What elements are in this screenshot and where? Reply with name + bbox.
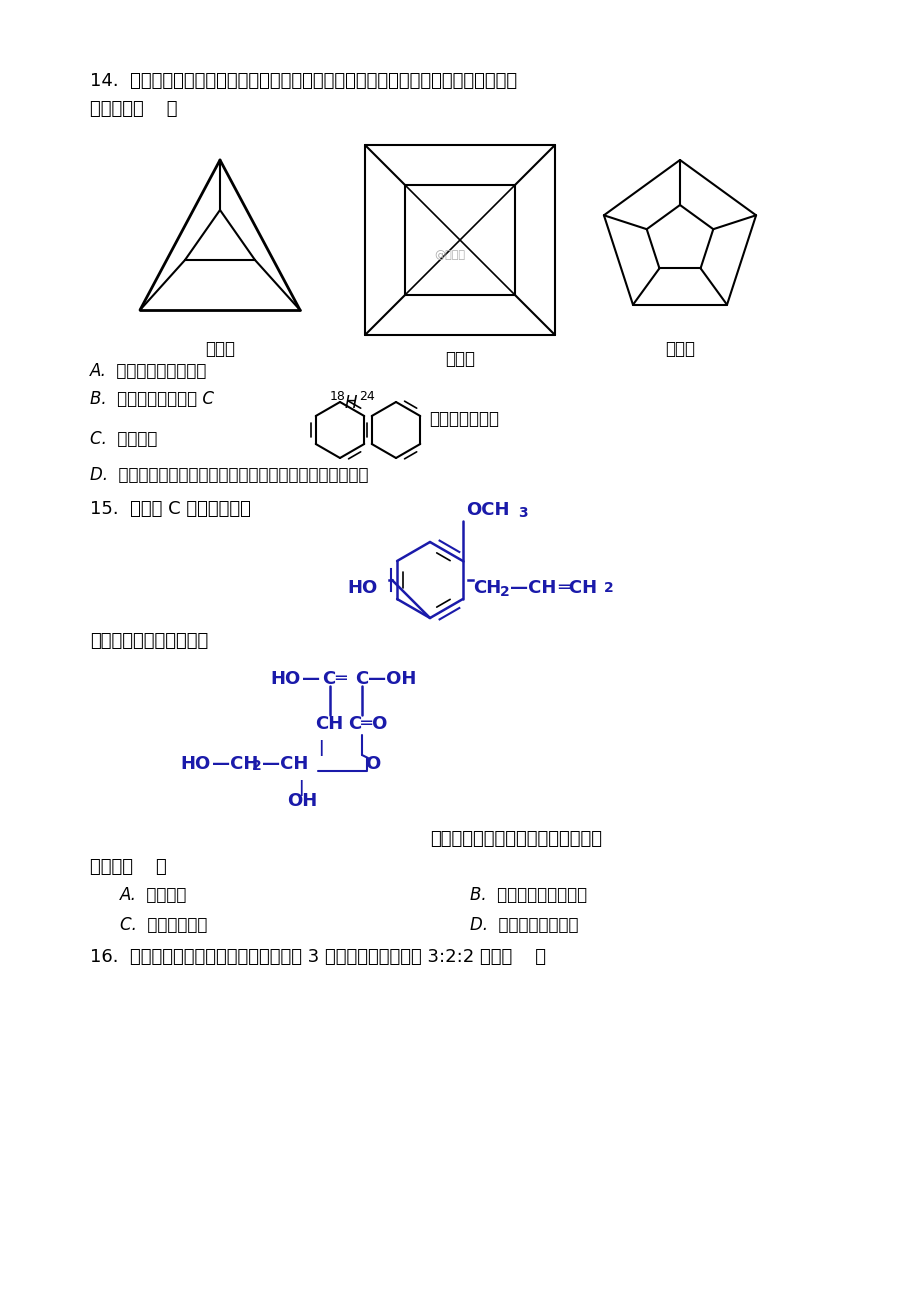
Text: ，丁香油酚的结构简式为: ，丁香油酚的结构简式为 xyxy=(90,631,208,650)
Text: 24: 24 xyxy=(358,391,374,404)
Text: H: H xyxy=(345,395,357,411)
Text: 15.  维生素 C 的结构简式为: 15. 维生素 C 的结构简式为 xyxy=(90,500,251,518)
Text: @正确云: @正确云 xyxy=(434,250,465,260)
Text: D.  它们的一氯代物均只有两种，而三星烷的二氯代物有四种: D. 它们的一氯代物均只有两种，而三星烷的二氯代物有四种 xyxy=(90,466,369,484)
Text: 14.  化学家们合成了如图所示的一系列星烷，如三星烷、四星烷、五星烷等。下列说法: 14. 化学家们合成了如图所示的一系列星烷，如三星烷、四星烷、五星烷等。下列说法 xyxy=(90,72,516,90)
Text: 确的是（    ）: 确的是（ ） xyxy=(90,858,166,876)
Text: C.  四星烷与: C. 四星烷与 xyxy=(90,430,157,448)
Text: HO: HO xyxy=(180,755,210,773)
Text: 3: 3 xyxy=(517,506,527,519)
Text: C: C xyxy=(355,671,368,687)
Text: OH: OH xyxy=(287,792,317,810)
Text: —OH: —OH xyxy=(368,671,416,687)
Text: 三星烷: 三星烷 xyxy=(205,340,234,358)
Text: |: | xyxy=(318,740,323,756)
Text: ═: ═ xyxy=(335,671,346,687)
Text: 18: 18 xyxy=(330,391,346,404)
Text: O: O xyxy=(365,755,380,773)
Text: B.  六星烷的化学式为 C: B. 六星烷的化学式为 C xyxy=(90,391,214,408)
Text: 四星烷: 四星烷 xyxy=(445,350,474,368)
Text: A.  均含酯基: A. 均含酯基 xyxy=(119,885,187,904)
Text: —CH: —CH xyxy=(509,579,556,598)
Text: OCH: OCH xyxy=(465,501,509,519)
Text: —: — xyxy=(301,671,320,687)
Text: 五星烷: 五星烷 xyxy=(664,340,694,358)
Text: 正确的是（    ）: 正确的是（ ） xyxy=(90,100,177,118)
Text: HO: HO xyxy=(269,671,300,687)
Text: CH: CH xyxy=(472,579,501,598)
Text: C.  均含碳碳双键: C. 均含碳碳双键 xyxy=(119,917,207,934)
Text: 2: 2 xyxy=(252,759,262,773)
Text: C: C xyxy=(322,671,335,687)
Text: 2: 2 xyxy=(499,585,509,599)
Text: CH: CH xyxy=(314,715,343,733)
Text: —CH: —CH xyxy=(211,755,258,773)
Text: C═O: C═O xyxy=(347,715,387,733)
Text: HO: HO xyxy=(346,579,377,598)
Text: |: | xyxy=(298,780,303,796)
Text: B.  均含醇羟基和酚羟基: B. 均含醇羟基和酚羟基 xyxy=(470,885,586,904)
Text: D.  均为芳香族化合物: D. 均为芳香族化合物 xyxy=(470,917,578,934)
Text: 2: 2 xyxy=(604,581,613,595)
Text: ，下列关于两者所含官能团的说法正: ，下列关于两者所含官能团的说法正 xyxy=(429,829,601,848)
Text: 16.  下列化合物中，核磁共振氢谱只出现 3 个峰且峰面积之比为 3:2:2 的是（    ）: 16. 下列化合物中，核磁共振氢谱只出现 3 个峰且峰面积之比为 3:2:2 的… xyxy=(90,948,545,966)
Text: ═CH: ═CH xyxy=(558,579,596,598)
Text: 互为同分异构体: 互为同分异构体 xyxy=(428,410,498,428)
Text: A.  它们之间互为同系物: A. 它们之间互为同系物 xyxy=(90,362,207,380)
Text: —CH: —CH xyxy=(262,755,308,773)
